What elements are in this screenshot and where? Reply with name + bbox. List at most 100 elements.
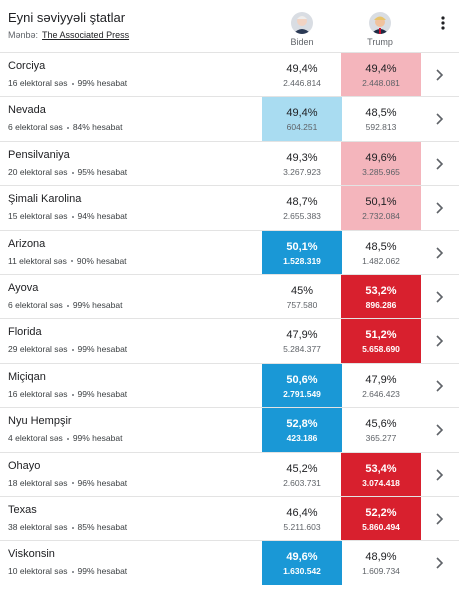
result-cell: 49,3% 3.267.923	[262, 142, 342, 186]
vote-percent: 50,1%	[286, 240, 318, 253]
state-row[interactable]: Pensilvaniya 20 elektoral səs 95% hesabat 4…	[0, 140, 459, 186]
vote-percent: 49,4%	[286, 107, 318, 120]
reporting: 95% hesabat	[77, 166, 128, 177]
result-cell: 45,2% 2.603.731	[262, 453, 342, 497]
separator-dot	[66, 304, 69, 307]
chevron	[436, 291, 444, 303]
reporting: 99% hesabat	[77, 388, 128, 399]
vote-count: 423.186	[286, 433, 318, 444]
state-name: Viskonsin	[8, 548, 55, 561]
candidate-name: Biden	[290, 37, 314, 47]
state-row[interactable]: Texas 38 elektoral səs 85% hesabat 46,4% 5.2…	[0, 496, 459, 541]
avatar-icon	[293, 16, 311, 34]
chevron	[436, 469, 444, 481]
result-cell: 45,6% 365.277	[341, 408, 421, 452]
separator-dot	[71, 215, 74, 218]
chevron	[436, 380, 444, 392]
state-meta: 16 elektoral səs 99% hesabat	[8, 78, 127, 88]
state-meta: 6 elektoral səs 99% hesabat	[8, 300, 122, 310]
state-row[interactable]: Florida 29 elektoral səs 99% hesabat 47,9% 5…	[0, 318, 459, 364]
vote-percent: 49,6%	[286, 551, 318, 564]
chevron-path	[436, 69, 444, 81]
vote-percent: 50,1%	[365, 196, 397, 209]
reporting: 84% hesabat	[72, 122, 123, 133]
electoral-votes: 18 elektoral səs	[8, 477, 68, 488]
reporting: 99% hesabat	[72, 300, 123, 310]
result-cell: 49,6% 3.285.965	[341, 141, 421, 186]
chevron-path	[436, 557, 444, 569]
vote-percent: 45%	[290, 285, 314, 297]
vote-count: 2.655.383	[283, 211, 321, 222]
vote-percent: 48,7%	[286, 196, 318, 209]
state-meta: 10 elektoral səs 99% hesabat	[8, 566, 127, 576]
separator-dot	[71, 571, 74, 574]
electoral-votes: 4 elektoral səs	[8, 433, 63, 444]
state-row[interactable]: Nyu Hempşir 4 elektoral səs 99% hesabat 52,…	[0, 407, 459, 453]
electoral-votes: 11 elektoral səs	[8, 255, 67, 266]
vote-count: 2.732.084	[362, 211, 400, 222]
separator-dot	[71, 526, 74, 529]
menu-button[interactable]	[436, 14, 450, 32]
vote-count: 592.813	[365, 122, 397, 133]
separator-dot	[71, 82, 74, 85]
state-name: Ohayo	[8, 459, 41, 472]
vote-percent: 52,2%	[365, 507, 397, 519]
chevron	[436, 202, 444, 214]
chevron	[436, 557, 444, 569]
source-link[interactable]: The Associated Press	[42, 30, 130, 40]
chevron-path	[436, 513, 444, 525]
vote-count: 1.528.319	[283, 255, 321, 266]
vote-percent: 49,4%	[286, 63, 318, 75]
vote-count: 365.277	[365, 433, 397, 444]
state-meta: 38 elektoral səs 85% hesabat	[8, 522, 127, 532]
electoral-votes: 6 elektoral səs	[8, 300, 63, 310]
result-cell: 48,5% 592.813	[341, 97, 421, 141]
source-label: Mənbə:	[8, 30, 39, 40]
vote-percent: 49,4%	[365, 63, 397, 75]
result-cell: 47,9% 2.646.423	[341, 364, 421, 408]
state-name: Pensilvaniya	[8, 148, 70, 161]
vote-count: 757.580	[286, 300, 318, 310]
state-row[interactable]: Corciya 16 elektoral səs 99% hesabat 49,4% 2…	[0, 52, 459, 97]
chevron	[436, 513, 444, 525]
reporting: 99% hesabat	[77, 566, 128, 577]
result-cell: 47,9% 5.284.377	[262, 319, 342, 363]
state-row[interactable]: Arizona 11 elektoral səs 90% hesabat 50,1% 1…	[0, 229, 459, 275]
result-cell: 48,7% 2.655.383	[262, 186, 342, 230]
reporting: 94% hesabat	[77, 211, 128, 222]
result-cell: 53,2% 896.286	[341, 275, 421, 319]
source: Mənbə: The Associated Press	[8, 30, 129, 40]
vote-count: 2.791.549	[283, 388, 321, 399]
vote-count: 3.074.418	[362, 477, 400, 488]
electoral-votes: 16 elektoral səs	[8, 388, 68, 399]
reporting: 90% hesabat	[76, 255, 127, 266]
electoral-votes: 29 elektoral səs	[8, 344, 68, 355]
state-row[interactable]: Ohayo 18 elektoral səs 96% hesabat 45,2% 2.6…	[0, 451, 459, 497]
state-row[interactable]: Nevada 6 elektoral səs 84% hesabat 49,4% 604…	[0, 96, 459, 142]
state-meta: 29 elektoral səs 99% hesabat	[8, 344, 127, 354]
separator-dot	[71, 482, 74, 485]
state-name: Texas	[8, 504, 37, 516]
vote-count: 3.285.965	[362, 166, 400, 177]
vote-percent: 53,2%	[365, 285, 397, 297]
state-meta: 6 elektoral səs 84% hesabat	[8, 122, 122, 132]
vote-percent: 52,8%	[286, 418, 318, 431]
vote-count: 2.603.731	[283, 477, 321, 488]
separator-dot	[71, 393, 74, 396]
vote-percent: 48,9%	[365, 551, 397, 564]
state-row[interactable]: Şimali Karolina 15 elektoral səs 94% hesab…	[0, 185, 459, 231]
separator-dot	[66, 127, 69, 130]
vote-percent: 46,4%	[286, 507, 318, 519]
chevron-path	[436, 113, 444, 125]
electoral-votes: 16 elektoral səs	[8, 78, 68, 88]
chevron-path	[436, 469, 444, 481]
state-row[interactable]: Viskonsin 10 elektoral səs 99% hesabat 49,6…	[0, 540, 459, 586]
state-row[interactable]: Ayova 6 elektoral səs 99% hesabat 45% 757.58…	[0, 274, 459, 319]
vote-percent: 48,5%	[365, 107, 397, 120]
state-name: Florida	[8, 326, 42, 339]
chevron	[436, 247, 444, 259]
state-meta: 4 elektoral səs 99% hesabat	[8, 433, 122, 443]
state-row[interactable]: Miçiqan 16 elektoral səs 99% hesabat 50,6% 2…	[0, 362, 459, 408]
result-cell: 49,4% 2.446.814	[262, 53, 342, 97]
